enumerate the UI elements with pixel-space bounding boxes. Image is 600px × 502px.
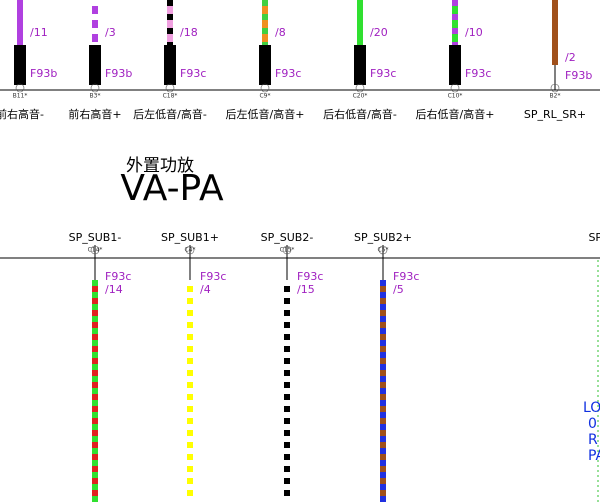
side-note: LO <box>583 400 600 416</box>
pin-label: C4* <box>184 247 195 254</box>
pin-label: C15* <box>280 247 295 254</box>
fuse-label: F93c <box>393 270 419 283</box>
connector <box>14 45 26 85</box>
connector-label: 后右低音/高音- <box>323 107 397 121</box>
side-note: PA <box>588 448 600 464</box>
wire-number: /20 <box>370 26 388 39</box>
wire-number: /4 <box>200 283 211 296</box>
connector-name: SP_SUB2- <box>261 231 314 244</box>
pin-circle <box>355 83 365 93</box>
pin-circle <box>15 83 25 93</box>
wire <box>17 0 23 45</box>
connector <box>449 45 461 85</box>
fuse-label: F93c <box>297 270 323 283</box>
fuse-label: F93c <box>275 67 301 80</box>
wire-number: /3 <box>105 26 116 39</box>
wire <box>262 0 268 45</box>
pin-circle <box>378 245 388 255</box>
connector <box>89 45 101 85</box>
fuse-label: F93c <box>180 67 206 80</box>
pin-label: B11* <box>13 93 28 100</box>
fuse-label: F93b <box>105 67 132 80</box>
connector-name: SP_SUB1- <box>69 231 122 244</box>
fuse-label: F93b <box>565 69 592 82</box>
fuse-label: F93b <box>30 67 57 80</box>
pin-circle <box>90 83 100 93</box>
connector-name: SP_SUB1+ <box>161 231 219 244</box>
wire-number: /18 <box>180 26 198 39</box>
fuse-label: F93c <box>105 270 131 283</box>
connector-label: 后右低音/高音+ <box>416 107 495 121</box>
pin-label: C9* <box>259 93 270 100</box>
pin-label: B2* <box>550 93 561 100</box>
fuse-label: F93c <box>200 270 226 283</box>
wire <box>552 0 558 65</box>
connector-label: 前右高音+ <box>68 107 121 121</box>
connector-name: SP_SUB2+ <box>354 231 412 244</box>
pin-circle <box>282 245 292 255</box>
wire-number: /2 <box>565 51 576 64</box>
pin-label: C18* <box>163 93 178 100</box>
pin-circle <box>450 83 460 93</box>
wire-number: /10 <box>465 26 483 39</box>
pin-circle <box>185 245 195 255</box>
wire-number: /11 <box>30 26 48 39</box>
fuse-label: F93c <box>370 67 396 80</box>
pin-label: C20* <box>353 93 368 100</box>
pin-circle <box>550 83 560 93</box>
wire <box>92 0 98 45</box>
wire-number: /5 <box>393 283 404 296</box>
wire <box>452 0 458 45</box>
connector-label: 后左低音/高音+ <box>226 107 305 121</box>
title-cn: 外置功放 <box>126 156 194 176</box>
connector <box>354 45 366 85</box>
pin-label: C5* <box>377 247 388 254</box>
connector-label: 前右高音- <box>0 107 44 121</box>
connector <box>164 45 176 85</box>
fuse-label: F93c <box>465 67 491 80</box>
wire-number: /14 <box>105 283 123 296</box>
pin-circle <box>165 83 175 93</box>
wire-number: /15 <box>297 283 315 296</box>
side-note: 0 <box>588 416 597 432</box>
title-en: VA-PA <box>120 168 224 209</box>
connector-label: 后左低音/高音- <box>133 107 207 121</box>
pin-circle <box>90 245 100 255</box>
wire <box>167 0 173 45</box>
wire <box>357 0 363 45</box>
connector <box>259 45 271 85</box>
pin-label: C10* <box>448 93 463 100</box>
connector-name: SP_ <box>588 231 600 244</box>
pin-circle <box>260 83 270 93</box>
wire-number: /8 <box>275 26 286 39</box>
connector-label: SP_RL_SR+ <box>524 108 586 121</box>
side-note: R <box>588 432 598 448</box>
pin-label: B3* <box>90 93 101 100</box>
pin-label: C14* <box>88 247 103 254</box>
